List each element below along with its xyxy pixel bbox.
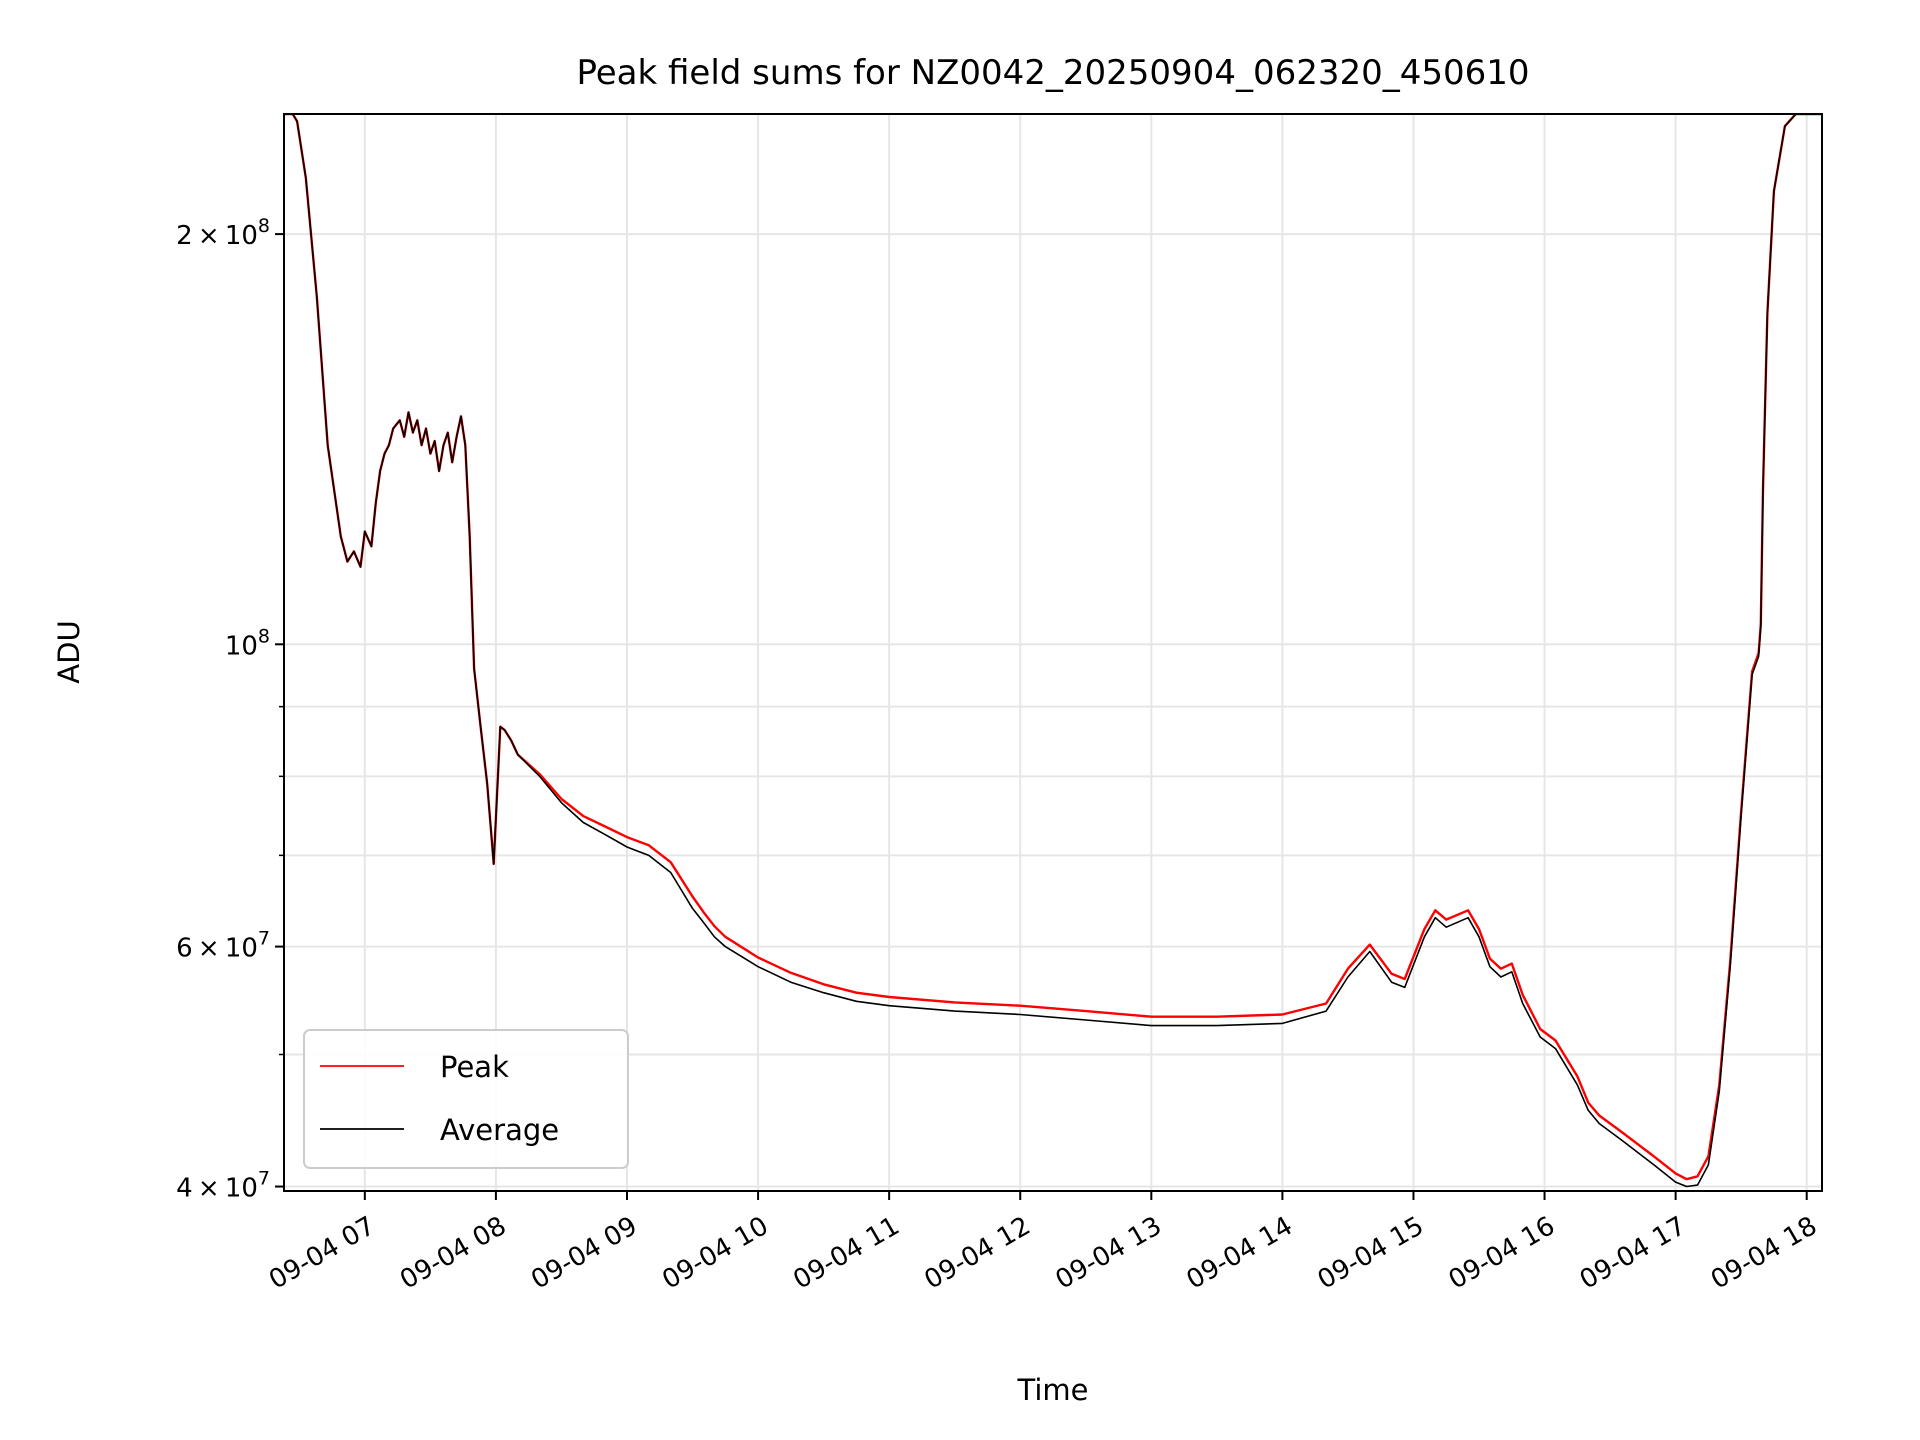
chart-title: Peak field sums for NZ0042_20250904_0623… bbox=[576, 53, 1529, 93]
legend: Peak Average bbox=[303, 1029, 629, 1169]
legend-label-average: Average bbox=[440, 1113, 559, 1147]
y-tick-label: 2 × 108 bbox=[176, 215, 270, 251]
series-line-average bbox=[284, 114, 1822, 1188]
x-axis-label: Time bbox=[1017, 1373, 1089, 1407]
axes-frame bbox=[283, 113, 1823, 1192]
legend-label-peak: Peak bbox=[440, 1050, 509, 1084]
plot-area bbox=[284, 114, 1822, 1188]
y-tick-label: 4 × 107 bbox=[176, 1168, 270, 1204]
grid bbox=[284, 114, 1822, 1191]
y-axis-label: ADU bbox=[52, 620, 86, 683]
y-tick-label: 6 × 107 bbox=[176, 928, 270, 964]
legend-frame bbox=[303, 1029, 629, 1169]
